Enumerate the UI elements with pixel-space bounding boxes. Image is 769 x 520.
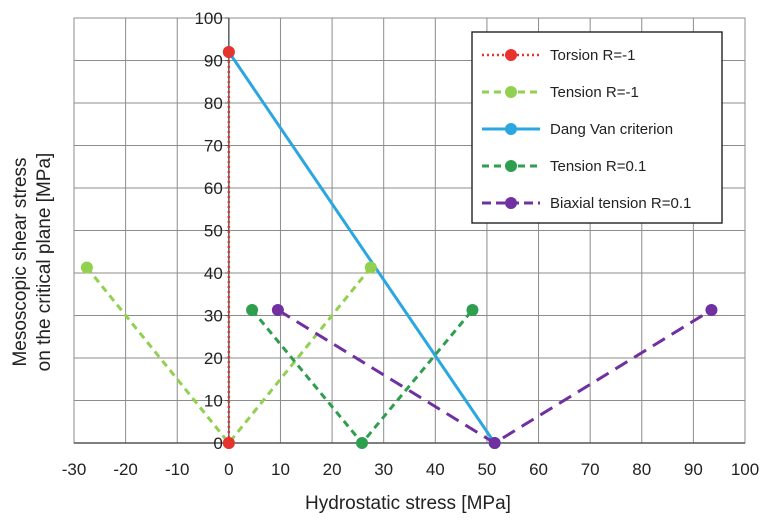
y-axis-title: Mesoscopic shear stress on the critical … <box>10 153 55 372</box>
x-tick-label: 0 <box>224 460 233 479</box>
x-tick-label: 90 <box>684 460 703 479</box>
y-tick-label: 0 <box>213 434 222 453</box>
legend-swatch-marker <box>505 197 517 209</box>
x-tick-label: 30 <box>374 460 393 479</box>
data-point <box>356 437 369 449</box>
series-dang-van-criterion <box>222 46 501 449</box>
legend-entry-dang-van-criterion: Dang Van criterion <box>482 121 673 138</box>
legend-label: Biaxial tension R=0.1 <box>550 195 691 212</box>
legend: Torsion R=-1 Tension R=-1 Dang Van criteri… <box>471 31 723 224</box>
legend-swatch-marker <box>505 160 517 172</box>
legend-label: Dang Van criterion <box>550 121 673 138</box>
data-point <box>488 437 501 449</box>
y-tick-label: 40 <box>204 264 223 283</box>
tick-labels: -30 -20 -10 0 10 20 30 40 50 60 70 80 90 100 0 10 20 30 40… <box>62 9 759 479</box>
x-tick-label: 60 <box>529 460 548 479</box>
y-tick-label: 60 <box>204 179 223 198</box>
data-point <box>246 303 259 316</box>
y-tick-label: 50 <box>204 222 223 241</box>
legend-swatch-marker <box>505 123 517 135</box>
data-point <box>222 437 235 449</box>
x-tick-label: -20 <box>113 460 138 479</box>
series-biaxial-tension-r-0-1 <box>271 303 718 449</box>
x-tick-label: -10 <box>165 460 190 479</box>
series-layer <box>80 46 718 449</box>
data-point <box>364 261 377 274</box>
x-tick-label: -30 <box>62 460 87 479</box>
legend-entry-torsion-r-1: Torsion R=-1 <box>482 47 635 64</box>
series-line <box>227 51 496 444</box>
x-tick-label: 70 <box>581 460 600 479</box>
y-tick-label: 10 <box>204 392 223 411</box>
legend-label: Torsion R=-1 <box>550 47 635 64</box>
legend-swatch-marker <box>505 86 517 98</box>
data-point <box>271 303 284 316</box>
data-point <box>705 303 718 316</box>
data-point <box>80 261 93 274</box>
x-tick-label: 80 <box>632 460 651 479</box>
legend-label: Tension R=-1 <box>550 84 639 101</box>
legend-label: Tension R=0.1 <box>550 158 646 175</box>
y-tick-label: 90 <box>204 52 223 71</box>
x-tick-label: 50 <box>477 460 496 479</box>
x-tick-label: 40 <box>426 460 445 479</box>
series-torsion-r-1 <box>222 46 235 449</box>
y-tick-label: 80 <box>204 94 223 113</box>
y-tick-label: 30 <box>204 307 223 326</box>
data-point <box>222 46 235 58</box>
legend-entry-biaxial-tension-r-0-1: Biaxial tension R=0.1 <box>482 195 691 212</box>
y-tick-label: 20 <box>204 349 223 368</box>
x-tick-label: 20 <box>323 460 342 479</box>
y-tick-label: 100 <box>194 9 222 28</box>
y-tick-label: 70 <box>204 137 223 156</box>
legend-entry-tension-r-1: Tension R=-1 <box>482 84 639 101</box>
x-tick-label: 100 <box>731 460 759 479</box>
series-line <box>250 309 474 445</box>
x-tick-label: 10 <box>271 460 290 479</box>
legend-entry-tension-r-0-1: Tension R=0.1 <box>482 158 646 175</box>
y-axis-title-line1: Mesoscopic shear stress <box>10 157 31 366</box>
series-line <box>277 308 713 445</box>
series-line <box>85 266 372 445</box>
y-axis-title-line2: on the critical plane [MPa] <box>34 153 55 372</box>
data-point <box>466 303 479 316</box>
series-tension-r-0-1 <box>246 303 479 449</box>
x-axis-title: Hydrostatic stress [MPa] <box>305 493 511 514</box>
legend-swatch-marker <box>505 49 517 61</box>
